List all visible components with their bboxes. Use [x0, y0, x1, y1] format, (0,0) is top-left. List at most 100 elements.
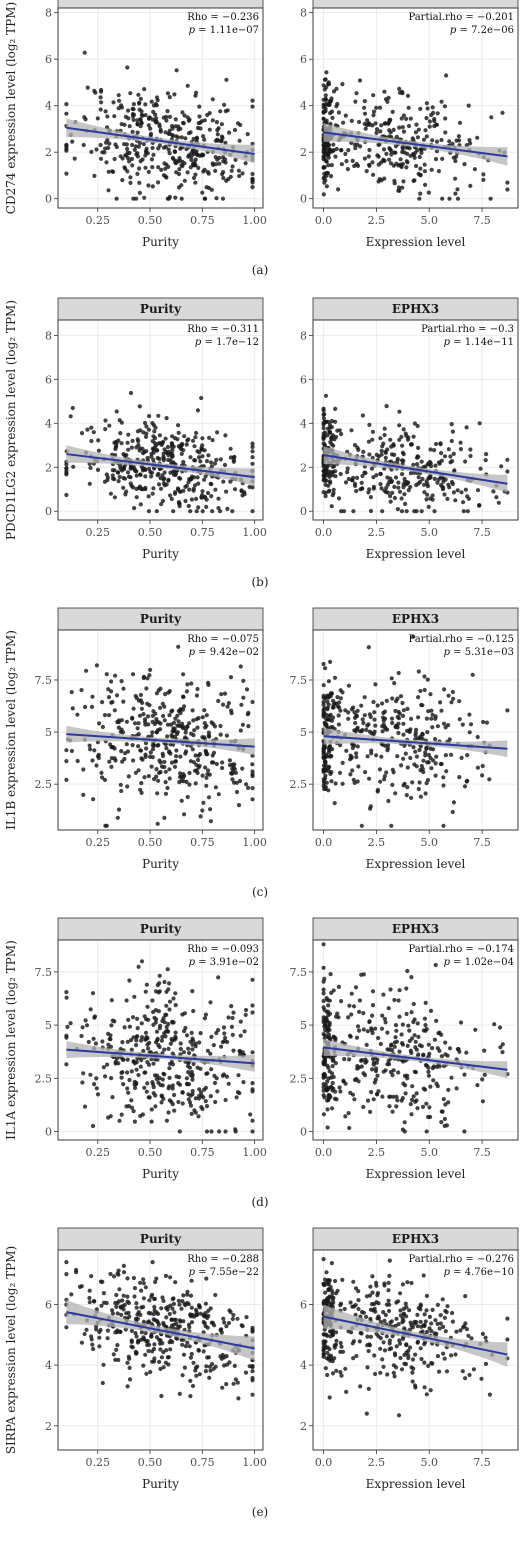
- y-tick-label: 7.5: [35, 966, 53, 979]
- data-point: [115, 470, 121, 475]
- correlation-stat: Partial.rho = −0.3: [421, 324, 514, 335]
- y-tick-label: 0: [45, 505, 52, 518]
- data-point: [450, 1319, 455, 1324]
- data-point: [462, 1072, 467, 1077]
- data-point: [183, 749, 189, 754]
- x-tick-label: 1.00: [242, 1456, 267, 1469]
- y-tick-label: 7.5: [290, 966, 308, 979]
- data-point: [382, 774, 387, 779]
- data-point: [455, 1047, 460, 1052]
- data-point: [333, 469, 338, 474]
- data-point: [137, 100, 142, 105]
- data-point: [198, 1031, 203, 1036]
- data-point: [461, 1325, 466, 1330]
- data-point: [229, 708, 234, 713]
- y-tick-label: 2: [45, 146, 52, 159]
- data-point: [165, 109, 170, 114]
- data-point: [94, 1327, 99, 1332]
- data-point: [211, 1043, 216, 1048]
- data-point: [446, 693, 451, 698]
- regression-line: [66, 1311, 255, 1350]
- data-point: [429, 167, 434, 172]
- data-point: [153, 118, 158, 124]
- panel-caption: (e): [252, 1505, 268, 1519]
- data-point: [109, 1076, 114, 1081]
- data-point: [441, 1324, 446, 1329]
- data-point: [214, 120, 219, 125]
- data-point: [417, 196, 422, 201]
- data-point: [146, 509, 151, 514]
- data-point: [399, 763, 404, 768]
- data-point: [189, 157, 194, 162]
- data-point: [125, 146, 130, 151]
- data-point: [437, 1326, 442, 1331]
- data-point: [246, 724, 251, 729]
- data-point: [185, 83, 190, 88]
- data-point: [190, 1042, 195, 1047]
- data-point: [181, 120, 186, 125]
- data-point: [422, 687, 427, 693]
- data-point: [380, 1357, 385, 1362]
- data-point: [148, 131, 154, 136]
- data-point: [386, 1298, 391, 1303]
- data-point: [417, 154, 422, 160]
- data-point: [443, 1102, 448, 1107]
- data-point: [138, 502, 143, 507]
- data-point: [440, 1297, 445, 1302]
- data-point: [449, 752, 454, 757]
- data-point: [361, 1104, 366, 1110]
- data-point: [125, 1384, 130, 1389]
- data-point: [126, 474, 132, 479]
- data-point: [161, 481, 166, 486]
- data-point: [442, 1356, 447, 1361]
- data-point: [346, 148, 351, 153]
- data-point: [370, 429, 375, 434]
- y-tick-label: 6: [45, 53, 52, 66]
- data-point: [89, 704, 95, 710]
- data-point: [238, 1049, 243, 1054]
- data-point: [439, 1109, 444, 1114]
- data-point: [250, 1369, 255, 1374]
- data-point: [414, 1047, 419, 1052]
- data-point: [176, 423, 181, 428]
- data-point: [195, 686, 200, 692]
- data-point: [363, 126, 368, 131]
- data-point: [339, 431, 344, 437]
- data-point: [499, 464, 504, 469]
- data-point: [217, 1129, 222, 1134]
- data-point: [224, 489, 229, 494]
- data-point: [193, 180, 198, 185]
- data-point: [404, 116, 409, 121]
- data-point: [147, 1095, 152, 1100]
- data-point: [145, 1342, 150, 1348]
- data-point: [338, 1370, 343, 1375]
- data-point: [64, 748, 69, 753]
- y-tick-label: 4: [300, 100, 307, 113]
- data-point: [158, 705, 163, 710]
- data-point: [379, 448, 384, 453]
- data-point: [372, 1301, 377, 1307]
- data-point: [380, 715, 386, 720]
- data-point: [336, 984, 341, 990]
- data-point: [173, 991, 178, 996]
- data-point: [433, 761, 438, 766]
- data-point: [346, 1329, 351, 1334]
- data-point: [326, 702, 331, 707]
- data-point: [207, 127, 212, 132]
- data-point: [401, 1306, 406, 1311]
- data-point: [185, 170, 190, 175]
- data-point: [89, 1334, 94, 1339]
- data-point: [160, 1083, 165, 1088]
- data-point: [158, 1347, 163, 1352]
- data-point: [451, 490, 456, 495]
- data-point: [146, 169, 151, 174]
- data-point: [179, 1337, 184, 1342]
- regression-line: [66, 126, 255, 156]
- data-point: [179, 798, 184, 803]
- data-point: [334, 1338, 339, 1343]
- data-point: [354, 488, 359, 494]
- data-point: [419, 702, 424, 708]
- data-point: [230, 1015, 235, 1021]
- data-point: [181, 724, 186, 730]
- data-point: [120, 178, 125, 183]
